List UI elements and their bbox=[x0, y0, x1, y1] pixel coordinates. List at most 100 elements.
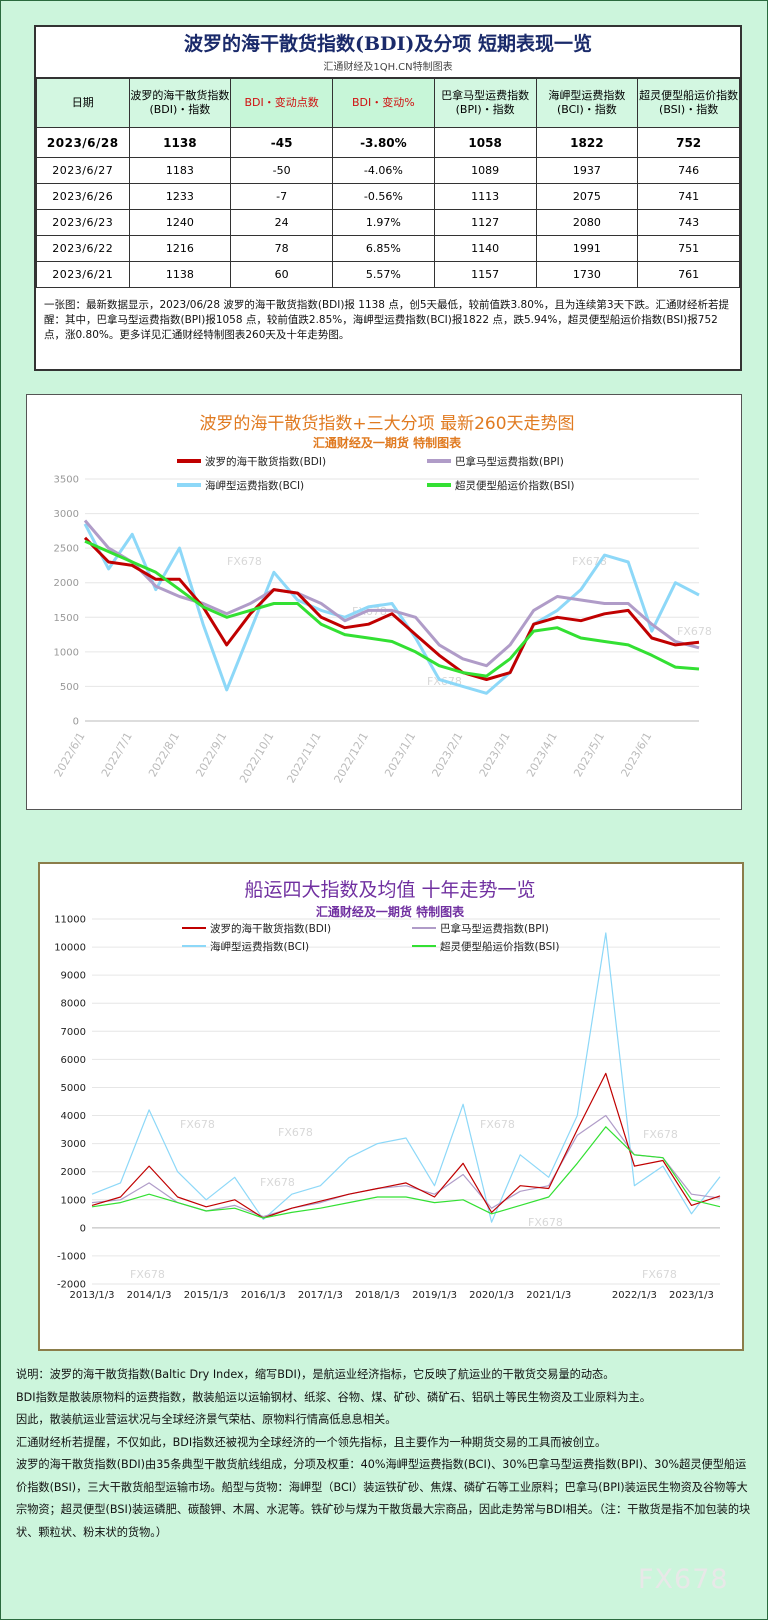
series-line-bdi bbox=[91, 1072, 721, 1219]
cell-bdi-change: -45 bbox=[230, 127, 333, 158]
x-tick-label: 2023/6/1 bbox=[618, 730, 654, 779]
description-line: 波罗的海干散货指数(BDI)由35条典型干散货航线组成，分项及权重：40%海岬型… bbox=[16, 1458, 751, 1539]
y-tick-label: 500 bbox=[60, 682, 79, 693]
header-bci: 海岬型运费指数(BCI)・指数 bbox=[535, 78, 639, 128]
y-tick-label: 7000 bbox=[61, 1027, 86, 1038]
description-line: 说明：波罗的海干散货指数(Baltic Dry Index，缩写BDI)，是航运… bbox=[16, 1368, 615, 1381]
x-tick-label: 2016/1/3 bbox=[241, 1290, 286, 1301]
x-tick-label: 2022/7/1 bbox=[99, 730, 135, 779]
x-tick-label: 2022/11/1 bbox=[284, 730, 323, 785]
legend-label-bpi: 巴拿马型运费指数(BPI) bbox=[455, 455, 564, 468]
cell-bsi: 752 bbox=[637, 127, 740, 158]
y-tick-label: -2000 bbox=[57, 1280, 86, 1291]
x-tick-label: 2013/1/3 bbox=[70, 1290, 115, 1301]
x-tick-label: 2017/1/3 bbox=[298, 1290, 343, 1301]
cell-bdi-change: 60 bbox=[230, 261, 333, 288]
x-tick-label: 2020/1/3 bbox=[469, 1290, 514, 1301]
cell-bdi-change: -7 bbox=[230, 183, 333, 210]
x-tick-label: 2018/1/3 bbox=[355, 1290, 400, 1301]
header-bdi-change: BDI・变动点数 bbox=[230, 78, 333, 128]
x-tick-label: 2023/1/1 bbox=[382, 730, 418, 779]
x-tick-label: 2022/6/1 bbox=[52, 730, 88, 779]
series-line-bsi bbox=[91, 1126, 721, 1219]
series-line-bdi bbox=[83, 536, 700, 681]
cell-bdi: 1138 bbox=[128, 261, 232, 288]
description-line: 汇通财经析若提醒，不仅如此，BDI指数还被视为全球经济的一个领先指标，且主要作为… bbox=[16, 1435, 607, 1449]
cell-bsi: 743 bbox=[637, 209, 740, 236]
cell-bci: 1937 bbox=[535, 157, 639, 184]
chart-title: 船运四大指数及均值 十年走势一览 bbox=[244, 879, 535, 901]
chart-subtitle: 汇通财经及一期货 特制图表 bbox=[316, 904, 465, 919]
cell-bsi: 741 bbox=[637, 183, 740, 210]
cell-bci: 1991 bbox=[535, 235, 639, 262]
cell-bpi: 1113 bbox=[433, 183, 537, 210]
y-tick-label: 5000 bbox=[61, 1083, 86, 1094]
summary-table-panel: 波罗的海干散货指数(BDI)及分项 短期表现一览 汇通财经及1QH.CN特制图表… bbox=[34, 25, 742, 371]
y-tick-label: 9000 bbox=[61, 971, 86, 982]
y-tick-label: 3500 bbox=[54, 475, 79, 486]
table-title: 波罗的海干散货指数(BDI)及分项 短期表现一览 bbox=[183, 33, 593, 55]
cell-bdi-change-pct: -0.56% bbox=[332, 183, 435, 210]
y-tick-label: 11000 bbox=[54, 915, 86, 926]
x-tick-label: 2023/1/3 bbox=[669, 1290, 714, 1301]
chart-ten-year: 船运四大指数及均值 十年走势一览 汇通财经及一期货 特制图表 -2000 -1000 0… bbox=[38, 862, 744, 1351]
cell-bsi: 751 bbox=[637, 235, 740, 262]
watermark-text: FX678 bbox=[278, 1126, 313, 1139]
legend-label-bci: 海岬型运费指数(BCI) bbox=[210, 940, 309, 953]
cell-date: 2023/6/23 bbox=[36, 209, 130, 236]
x-tick-label: 2023/5/1 bbox=[571, 730, 607, 779]
watermark-text: FX678 bbox=[180, 1118, 215, 1131]
legend-label-bsi: 超灵便型船运价指数(BSI) bbox=[440, 940, 559, 953]
y-tick-label: 0 bbox=[73, 717, 79, 728]
cell-bci: 2080 bbox=[535, 209, 639, 236]
cell-bdi-change-pct: -3.80% bbox=[332, 127, 435, 158]
description-block: 说明：波罗的海干散货指数(Baltic Dry Index，缩写BDI)，是航运… bbox=[16, 1364, 756, 1544]
table-note: 一张图：最新数据显示，2023/06/28 波罗的海干散货指数(BDI)报 11… bbox=[44, 299, 730, 341]
x-tick-label: 2019/1/3 bbox=[412, 1290, 457, 1301]
header-bdi-change-pct: BDI・变动% bbox=[332, 78, 435, 128]
y-tick-label: -1000 bbox=[57, 1251, 86, 1262]
cell-bpi: 1140 bbox=[433, 235, 537, 262]
watermark-text: FX678 bbox=[528, 1216, 563, 1229]
legend-label-bsi: 超灵便型船运价指数(BSI) bbox=[455, 479, 574, 492]
x-tick-label: 2022/12/1 bbox=[332, 730, 371, 785]
watermark-text: FX678 bbox=[130, 1268, 165, 1281]
x-tick-label: 2023/4/1 bbox=[524, 730, 560, 779]
watermark-text: FX678 bbox=[677, 625, 712, 638]
cell-bpi: 1058 bbox=[433, 127, 537, 158]
legend-label-bdi: 波罗的海干散货指数(BDI) bbox=[210, 922, 331, 935]
y-tick-label: 8000 bbox=[61, 999, 86, 1010]
y-tick-label: 4000 bbox=[61, 1111, 86, 1122]
cell-bdi-change: 78 bbox=[230, 235, 333, 262]
x-tick-label: 2022/8/1 bbox=[146, 730, 182, 779]
series-line-bpi bbox=[83, 519, 700, 668]
watermark-text: FX678 bbox=[642, 1268, 677, 1281]
cell-bsi: 746 bbox=[637, 157, 740, 184]
x-tick-label: 2023/3/1 bbox=[477, 730, 513, 779]
cell-bdi-change: -50 bbox=[230, 157, 333, 184]
table-row: 2023/6/21 1138 60 5.57% 1157 1730 761 bbox=[36, 261, 740, 288]
table-row: 2023/6/22 1216 78 6.85% 1140 1991 751 bbox=[36, 235, 740, 262]
cell-bdi: 1183 bbox=[128, 157, 232, 184]
legend-label-bci: 海岬型运费指数(BCI) bbox=[205, 479, 304, 492]
x-tick-label: 2015/1/3 bbox=[184, 1290, 229, 1301]
cell-date: 2023/6/22 bbox=[36, 235, 130, 262]
x-tick-label: 2014/1/3 bbox=[127, 1290, 172, 1301]
header-date: 日期 bbox=[36, 78, 130, 128]
x-tick-label: 2023/2/1 bbox=[429, 730, 465, 779]
cell-bci: 1730 bbox=[535, 261, 639, 288]
legend-label-bdi: 波罗的海干散货指数(BDI) bbox=[205, 455, 326, 468]
x-tick-label: 2022/10/1 bbox=[237, 730, 276, 785]
x-tick-label: 2022/9/1 bbox=[193, 730, 229, 779]
y-tick-label: 10000 bbox=[54, 943, 86, 954]
y-tick-label: 3000 bbox=[54, 509, 79, 520]
cell-date: 2023/6/28 bbox=[36, 127, 130, 158]
y-tick-label: 2000 bbox=[54, 578, 79, 589]
cell-bpi: 1089 bbox=[433, 157, 537, 184]
chart-subtitle: 汇通财经及一期货 特制图表 bbox=[313, 435, 462, 450]
series-line-bci bbox=[91, 932, 721, 1223]
cell-bdi: 1138 bbox=[128, 127, 232, 158]
watermark-logo: FX678 bbox=[638, 1564, 729, 1595]
